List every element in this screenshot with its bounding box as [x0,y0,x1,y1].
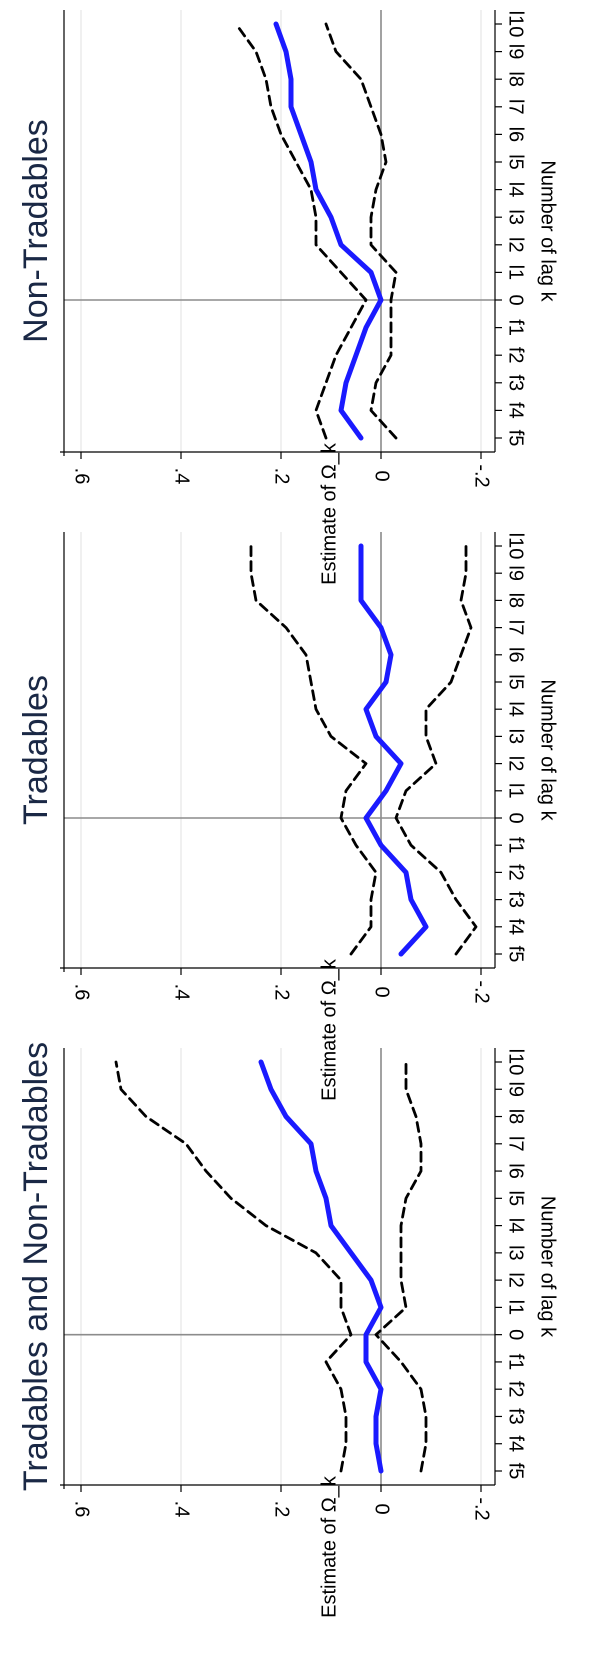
ci-lower-line [394,544,478,956]
value-tick-label: .2 [271,468,293,485]
category-tick-label: f1 [505,1354,527,1371]
value-tick-label: 0 [371,1503,393,1514]
category-tick-label: 0 [505,294,527,305]
value-tick-label: .2 [271,1501,293,1518]
category-tick-label: l6 [505,647,527,663]
category-tick-label: l1 [505,783,527,799]
x-axis-title: Number of lag k [537,1196,559,1338]
category-tick-label: l8 [505,71,527,87]
category-tick-label: l7 [505,620,527,636]
estimate-line [358,543,429,957]
ci-upper-line [114,1060,353,1473]
x-axis-title: Number of lag k [537,679,559,821]
x-axis-title: Number of lag k [537,160,559,302]
category-tick-label: l7 [505,99,527,115]
value-tick-label: .4 [171,468,193,485]
value-tick-label: -.2 [471,1497,493,1520]
category-tick-label: l3 [505,1245,527,1261]
category-tick-label: l3 [505,209,527,225]
category-tick-label: f5 [505,1463,527,1480]
category-tick-label: l3 [505,729,527,745]
category-tick-label: l4 [505,182,527,198]
category-tick-label: l4 [505,701,527,717]
estimate-line [258,1059,384,1474]
category-tick-label: f4 [505,918,527,935]
chart-panel-3: .6 .4 .2 0 -.2 f5 f4 f3 f2 f1 0 l1 l2 l3 l4 l5 l6 l7 l8 l9 l… [17,10,559,585]
category-tick-label: l8 [505,1109,527,1125]
category-tick-label: f1 [505,837,527,854]
chart-panel-1: .6 .4 .2 0 -.2 f5 f4 f3 f2 f1 0 l1 l2 l3 l4 l5 l6 l7 l8 l9 l… [17,1042,559,1618]
y-axis-title: Estimate of Ω_k [318,442,340,585]
category-tick-label: f4 [505,402,527,419]
y-axis-title: Estimate of Ω_k [318,958,340,1101]
category-tick-label: l10 [505,533,527,560]
y-axis-title: Estimate of Ω_k [318,1475,340,1618]
value-tick-label: 0 [371,986,393,997]
ci-upper-line [234,22,368,440]
value-tick-label: .4 [171,984,193,1001]
category-tick-label: f2 [505,864,527,881]
category-tick-label: l8 [505,593,527,609]
category-tick-label: f3 [505,891,527,908]
estimate-line [273,21,384,441]
category-tick-label: l9 [505,1081,527,1097]
category-tick-label: f2 [505,347,527,364]
category-tick-label: l10 [505,1049,527,1076]
category-tick-label: l1 [505,1300,527,1316]
value-tick-label: -.2 [471,464,493,487]
value-tick-label: .6 [71,984,93,1001]
value-tick-label: .4 [171,1501,193,1518]
category-tick-label: f5 [505,946,527,963]
chart-panel-2: .6 .4 .2 0 -.2 f5 f4 f3 f2 f1 0 l1 l2 l3 l4 l5 l6 l7 l8 l9 l… [17,532,559,1101]
category-tick-label: f5 [505,430,527,447]
panel-title: Tradables [17,675,55,825]
category-tick-label: l7 [505,1136,527,1152]
value-tick-label: .2 [271,984,293,1001]
category-tick-label: l5 [505,1191,527,1207]
category-tick-label: f4 [505,1435,527,1452]
value-tick-label: -.2 [471,980,493,1003]
ci-upper-line [249,544,378,956]
category-tick-label: l10 [505,11,527,38]
ci-lower-line [374,1060,428,1473]
category-tick-label: l5 [505,674,527,690]
category-tick-label: f1 [505,319,527,336]
category-tick-label: f2 [505,1381,527,1398]
value-tick-label: .6 [71,1501,93,1518]
category-tick-label: l9 [505,565,527,581]
category-tick-label: l9 [505,44,527,60]
ci-lower-line [324,22,398,440]
panel-title: Tradables and Non-Tradables [17,1042,55,1491]
category-tick-label: 0 [505,812,527,823]
category-tick-label: 0 [505,1329,527,1340]
category-tick-label: l2 [505,756,527,772]
value-tick-label: .6 [71,468,93,485]
category-tick-label: f3 [505,1408,527,1425]
category-tick-label: l4 [505,1218,527,1234]
category-tick-label: l1 [505,265,527,281]
category-tick-label: l5 [505,154,527,170]
panel-title: Non-Tradables [17,119,55,343]
category-tick-label: l2 [505,237,527,253]
category-tick-label: f3 [505,374,527,391]
category-tick-label: l6 [505,127,527,143]
value-tick-label: 0 [371,470,393,481]
category-tick-label: l6 [505,1163,527,1179]
category-tick-label: l2 [505,1272,527,1288]
